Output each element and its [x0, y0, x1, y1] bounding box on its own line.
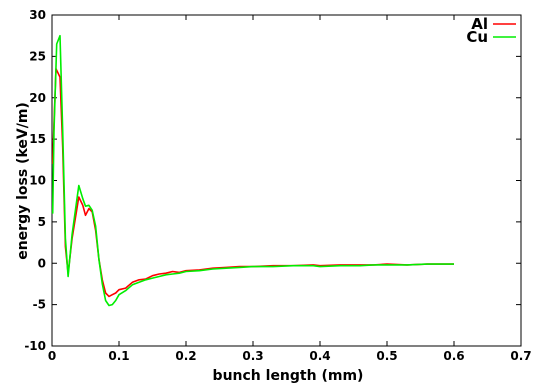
x-tick-label: 0.4 — [309, 349, 330, 363]
x-tick-label: 0.6 — [443, 349, 464, 363]
x-tick-label: 0 — [48, 349, 56, 363]
y-tick-label: -5 — [33, 298, 46, 312]
y-axis-label: energy loss (keV/m) — [15, 102, 31, 260]
y-tick-label: 5 — [38, 215, 46, 229]
y-tick-label: 15 — [29, 132, 46, 146]
y-tick-label: 10 — [29, 174, 46, 188]
y-tick-label: -10 — [24, 339, 46, 353]
x-tick-label: 0.2 — [175, 349, 196, 363]
x-axis-label: bunch length (mm) — [213, 368, 364, 384]
y-tick-label: 25 — [29, 49, 46, 63]
y-tick-label: 20 — [29, 91, 46, 105]
series-line-cu — [51, 34, 454, 307]
series-layer — [51, 34, 454, 307]
y-tick-label: 0 — [38, 256, 46, 270]
x-tick-label: 0.7 — [510, 349, 531, 363]
x-tick-label: 0.1 — [108, 349, 129, 363]
series-line-al — [51, 68, 454, 298]
plot-frame — [51, 14, 522, 347]
axis-ticks: 0 0.1 0.2 0.3 0.4 0.5 0.6 0.7 -10 -5 0 5 10 15 20 25 30 — [24, 8, 531, 363]
y-tick-label: 30 — [29, 8, 46, 22]
legend-label-al: Al — [471, 15, 488, 33]
legend-label-cu: Cu — [466, 28, 488, 46]
x-tick-label: 0.3 — [242, 349, 263, 363]
x-tick-label: 0.5 — [376, 349, 397, 363]
